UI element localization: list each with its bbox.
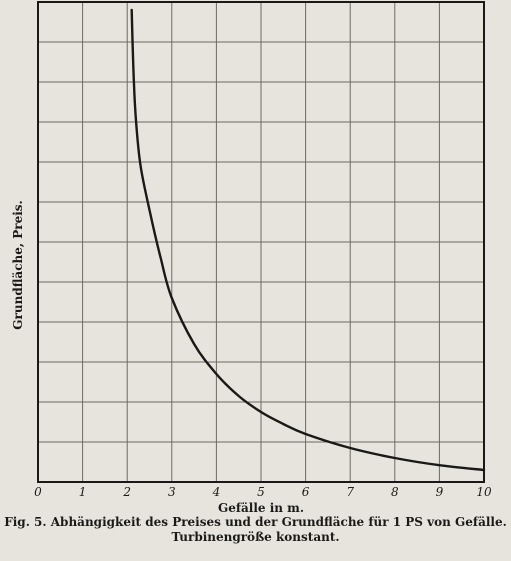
caption-line-2: Turbinengröße konstant. [171,530,340,544]
x-tick-label: 0 [34,485,42,499]
x-tick-labels: 0 1 2 3 4 5 6 7 8 9 10 [34,485,492,499]
series-line-0 [130,8,486,472]
x-axis-label: Gefälle in m. [218,501,304,515]
x-tick-label: 5 [257,485,265,499]
grid [38,2,484,482]
x-tick-label: 10 [476,485,492,499]
x-tick-label: 6 [302,485,310,499]
x-tick-label: 8 [391,485,399,499]
plot-frame [37,1,485,483]
x-tick-label: 2 [122,485,131,499]
x-tick-label: 9 [436,485,444,499]
x-tick-label: 3 [168,485,176,499]
series-layer [130,8,486,472]
x-tick-label: 1 [79,485,87,499]
x-tick-label: 4 [212,485,221,499]
x-tick-label: 7 [346,485,354,499]
caption-line-1: Fig. 5. Abhängigkeit des Preises und der… [4,515,507,529]
figure-caption: Fig. 5. Abhängigkeit des Preises und der… [0,515,511,545]
y-axis-label: Grundfläche, Preis. [11,200,25,329]
